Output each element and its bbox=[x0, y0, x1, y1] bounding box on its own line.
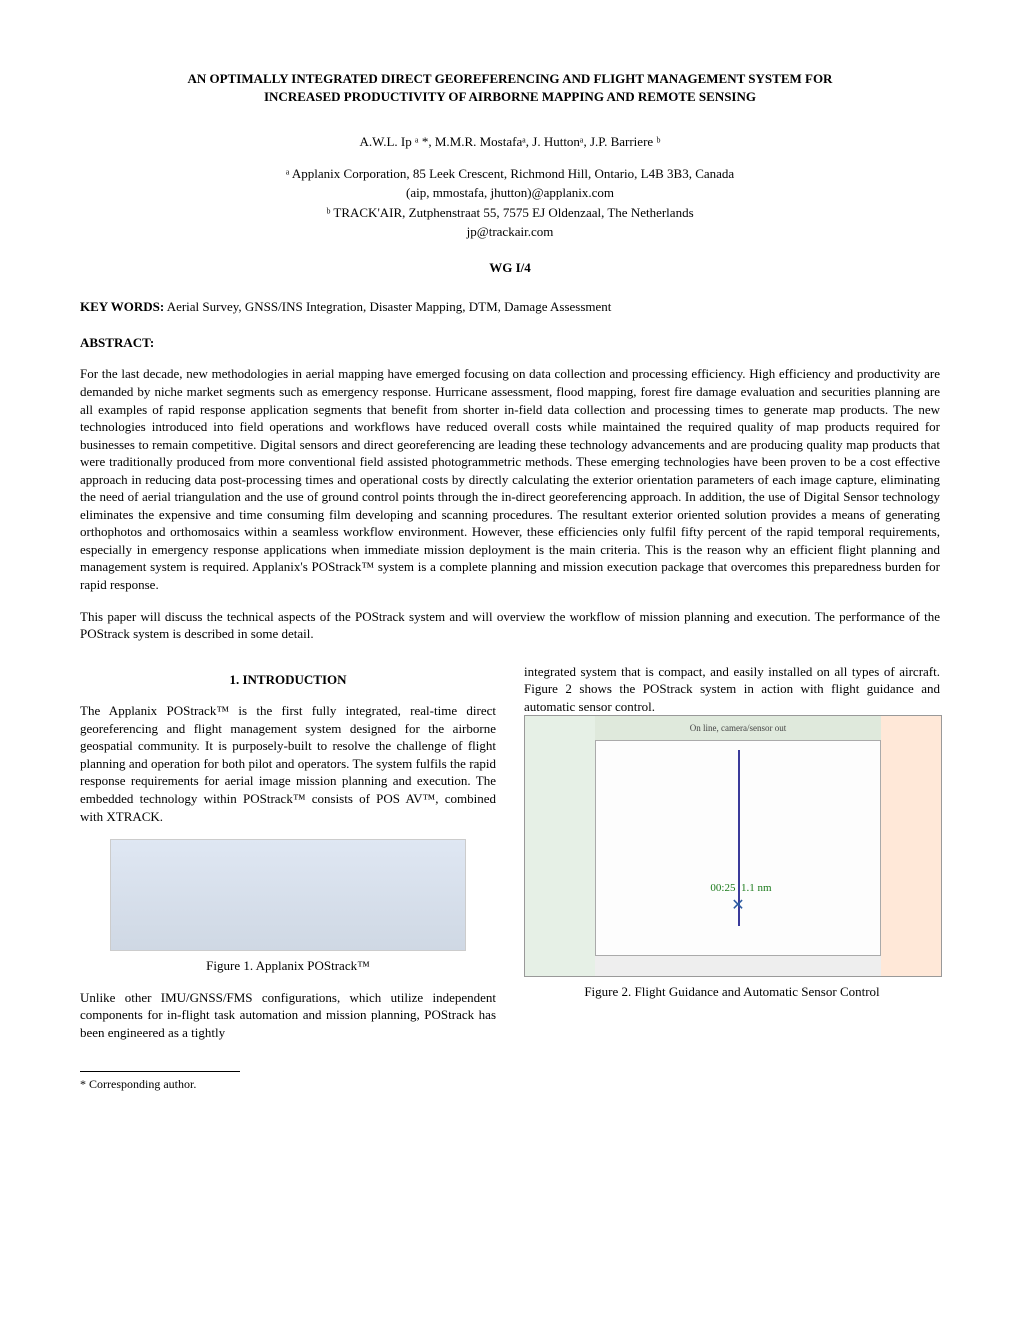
fig2-mid-area: ✕ 00:25 1.1 nm bbox=[595, 740, 881, 956]
figure-1-caption: Figure 1. Applanix POStrack™ bbox=[80, 957, 496, 975]
right-column: integrated system that is compact, and e… bbox=[524, 663, 940, 1042]
fig2-bottom-bar bbox=[595, 955, 881, 976]
section-1-heading: 1. INTRODUCTION bbox=[80, 671, 496, 689]
keywords-block: KEY WORDS: Aerial Survey, GNSS/INS Integ… bbox=[80, 298, 940, 316]
title-line-1: AN OPTIMALLY INTEGRATED DIRECT GEOREFERE… bbox=[188, 71, 833, 86]
two-column-body: 1. INTRODUCTION The Applanix POStrack™ i… bbox=[80, 663, 940, 1042]
affiliation-b: ᵇ TRACK'AIR, Zutphenstraat 55, 7575 EJ O… bbox=[80, 204, 940, 222]
keywords-text: Aerial Survey, GNSS/INS Integration, Dis… bbox=[164, 299, 611, 314]
fig2-top-bar: On line, camera/sensor out bbox=[595, 716, 881, 741]
fig2-distance-label: 1.1 nm bbox=[741, 881, 772, 896]
fig2-right-panel bbox=[880, 716, 941, 976]
figure-2-caption: Figure 2. Flight Guidance and Automatic … bbox=[524, 983, 940, 1001]
fig2-left-panel bbox=[525, 716, 596, 976]
footnote-rule bbox=[80, 1071, 240, 1072]
fig2-aircraft-icon: ✕ bbox=[731, 895, 744, 917]
affiliation-a-email: (aip, mmostafa, jhutton)@applanix.com bbox=[80, 184, 940, 202]
figure-2-image: On line, camera/sensor out ✕ 00:25 1.1 n… bbox=[524, 715, 942, 977]
left-col-paragraph-2: Unlike other IMU/GNSS/FMS configurations… bbox=[80, 989, 496, 1042]
left-column: 1. INTRODUCTION The Applanix POStrack™ i… bbox=[80, 663, 496, 1042]
abstract-label: ABSTRACT: bbox=[80, 334, 940, 352]
title-line-2: INCREASED PRODUCTIVITY OF AIRBORNE MAPPI… bbox=[264, 89, 756, 104]
keywords-label: KEY WORDS: bbox=[80, 299, 164, 314]
abstract-paragraph-2: This paper will discuss the technical as… bbox=[80, 608, 940, 643]
affiliation-b-email: jp@trackair.com bbox=[80, 223, 940, 241]
fig2-time-label: 00:25 bbox=[710, 881, 735, 896]
figure-1-image bbox=[110, 839, 466, 951]
affiliation-a: ᵃ Applanix Corporation, 85 Leek Crescent… bbox=[80, 165, 940, 183]
left-col-paragraph-1: The Applanix POStrack™ is the first full… bbox=[80, 702, 496, 825]
right-col-paragraph-1: integrated system that is compact, and e… bbox=[524, 663, 940, 716]
abstract-paragraph-1: For the last decade, new methodologies i… bbox=[80, 365, 940, 593]
author-line: A.W.L. Ip ᵃ *, M.M.R. Mostafaᵃ, J. Hutto… bbox=[80, 133, 940, 151]
working-group: WG I/4 bbox=[80, 259, 940, 277]
footnote-text: * Corresponding author. bbox=[80, 1076, 940, 1092]
paper-title: AN OPTIMALLY INTEGRATED DIRECT GEOREFERE… bbox=[80, 70, 940, 105]
